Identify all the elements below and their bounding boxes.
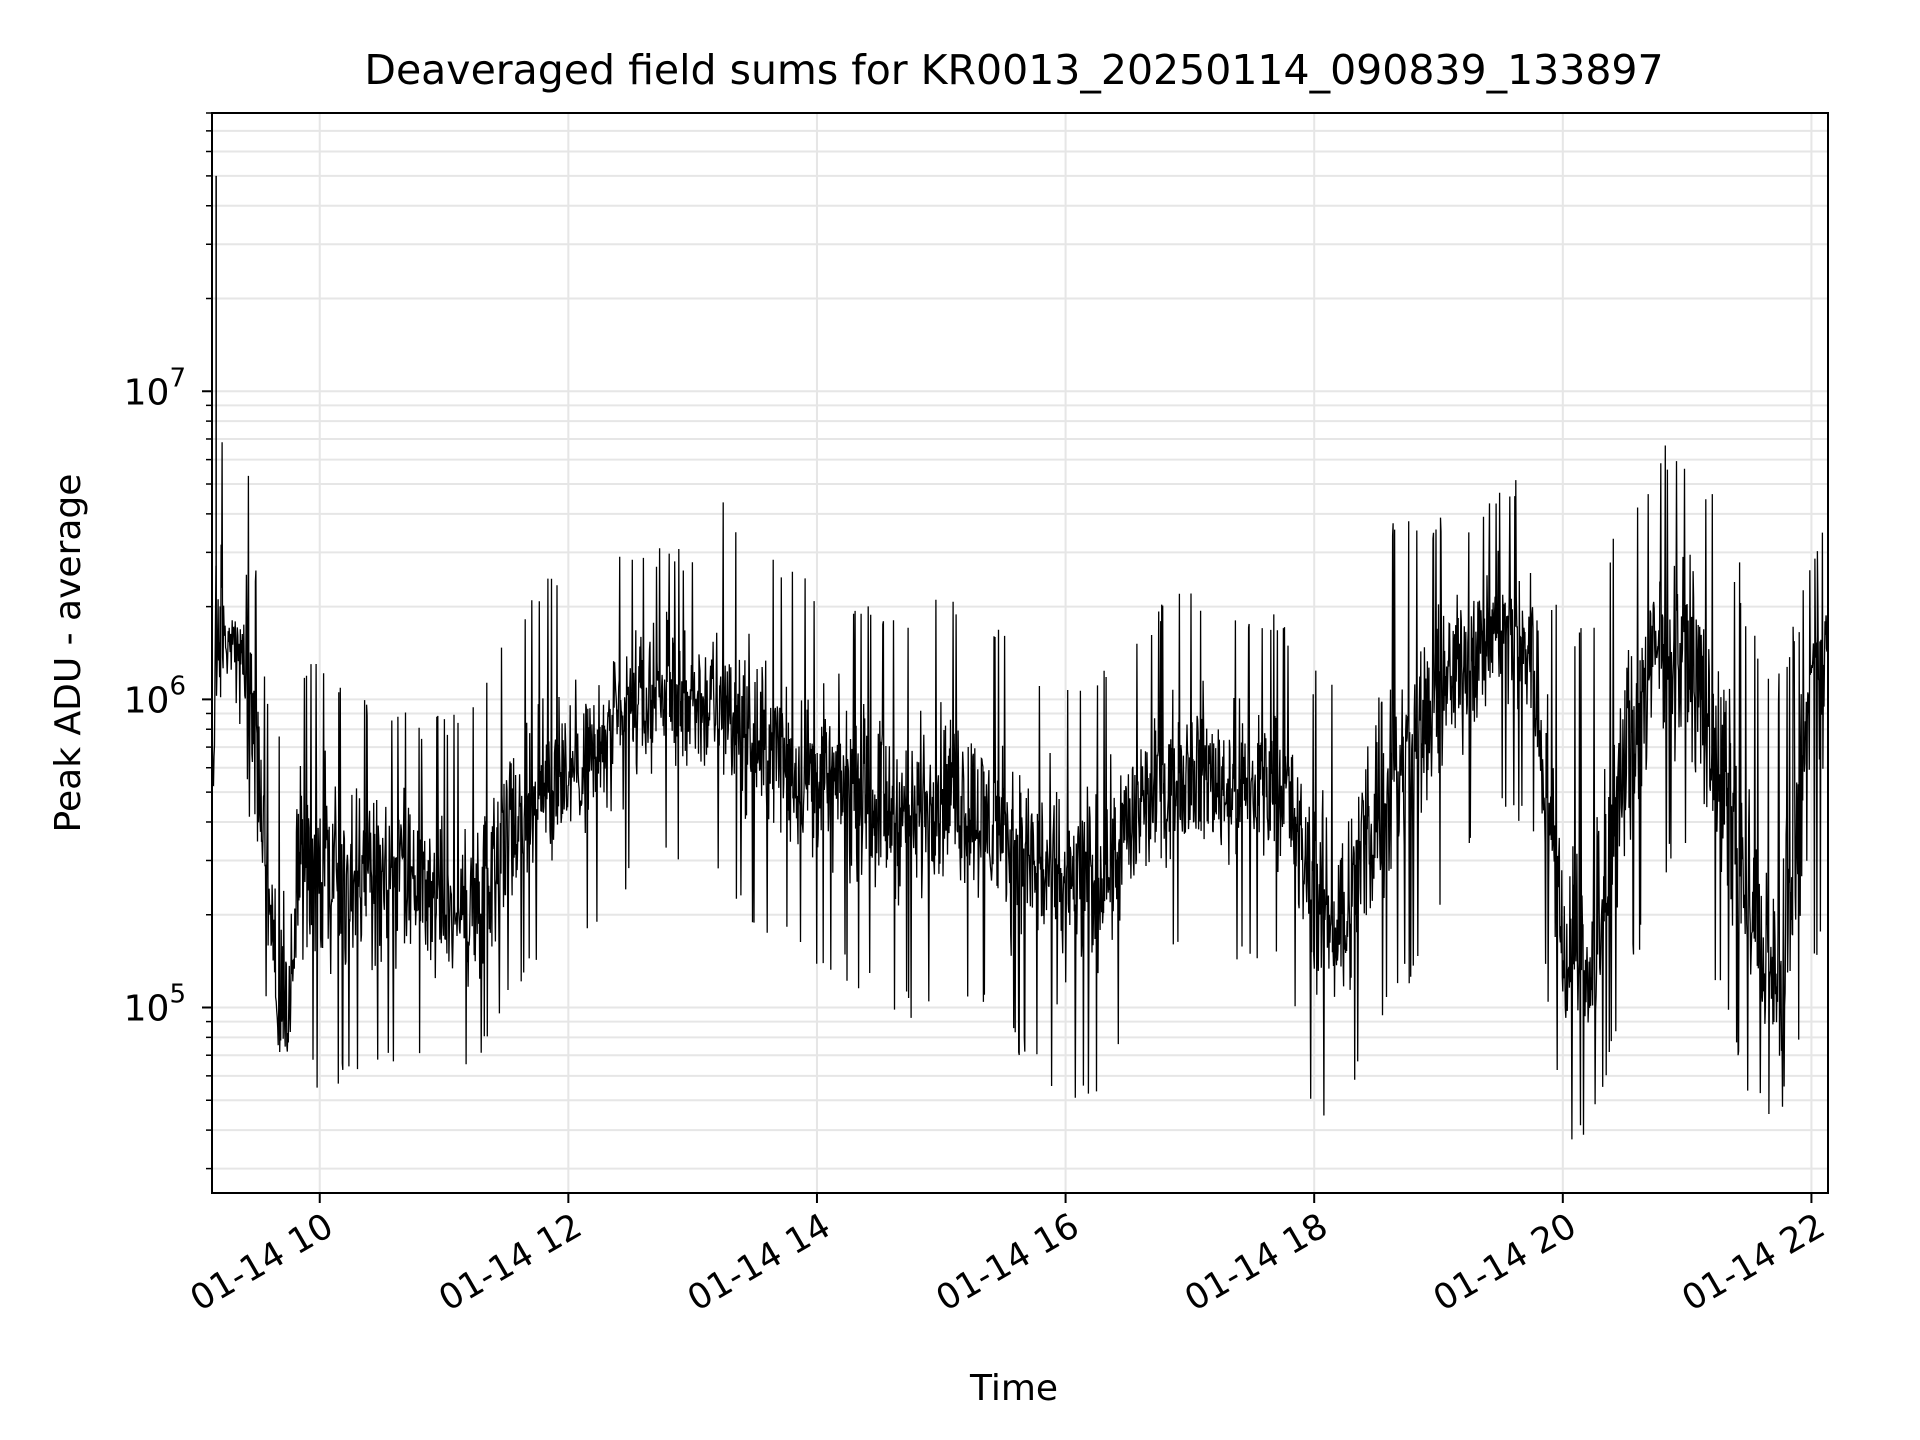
y-axis-label: Peak ADU - average <box>48 474 89 833</box>
y-tick-label: 105 <box>124 979 186 1029</box>
y-tick-label: 107 <box>124 363 186 413</box>
series-line <box>211 442 1829 1140</box>
y-tick-label: 106 <box>124 671 186 721</box>
data-series <box>211 175 1829 1140</box>
plot-frame <box>211 112 1829 1194</box>
x-axis-label: Time <box>969 1368 1058 1409</box>
chart-title: Deaveraged field sums for KR0013_2025011… <box>364 46 1663 94</box>
